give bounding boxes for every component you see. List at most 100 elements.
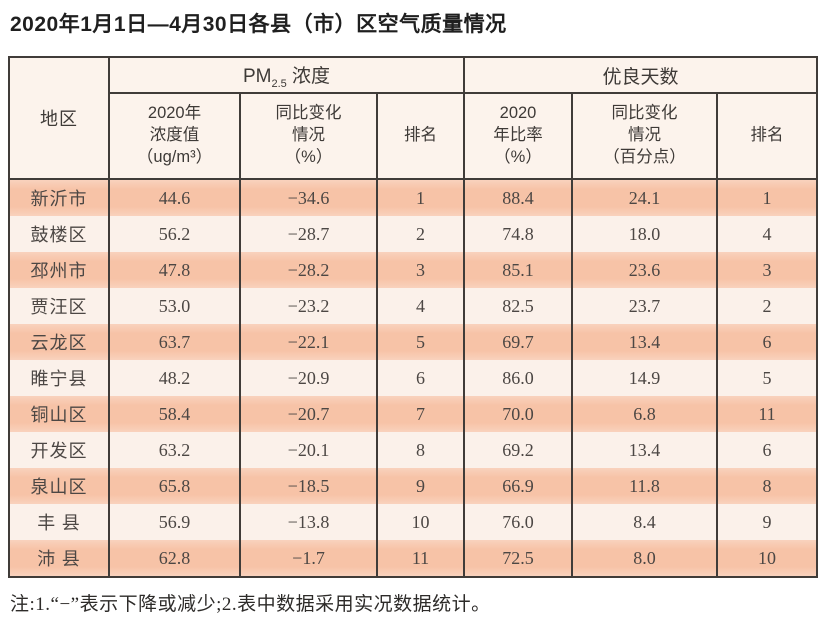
group-header-row: 地区 PM2.5 浓度 优良天数 bbox=[8, 57, 819, 180]
table-row: 泉山区 65.8 −18.5 9 66.9 11.8 8 bbox=[8, 468, 819, 504]
cell-pm-rank: 8 bbox=[375, 432, 466, 468]
cell-pm-value: 63.7 bbox=[108, 324, 241, 360]
header-pm-value: 2020年 浓度值 （ug/m³） bbox=[108, 93, 241, 180]
cell-pm-value: 63.2 bbox=[108, 432, 241, 468]
cell-pm-rank: 10 bbox=[375, 504, 466, 540]
cell-days-ratio: 82.5 bbox=[463, 288, 574, 324]
cell-days-ratio: 74.8 bbox=[463, 216, 574, 252]
cell-days-change: 11.8 bbox=[571, 468, 719, 504]
cell-region: 鼓楼区 bbox=[8, 216, 110, 252]
cell-days-change: 24.1 bbox=[571, 179, 719, 216]
cell-pm-change: −20.9 bbox=[239, 360, 378, 396]
cell-days-change: 13.4 bbox=[571, 324, 719, 360]
cell-pm-value: 53.0 bbox=[108, 288, 241, 324]
cell-pm-rank: 7 bbox=[375, 396, 466, 432]
cell-region: 沛 县 bbox=[8, 540, 110, 577]
cell-pm-change: −34.6 bbox=[239, 179, 378, 216]
cell-days-change: 14.9 bbox=[571, 360, 719, 396]
cell-pm-rank: 4 bbox=[375, 288, 466, 324]
header-days-rank: 排名 bbox=[716, 93, 819, 180]
header-days-change: 同比变化 情况 （百分点） bbox=[571, 93, 719, 180]
pm25-label-subscript: 2.5 bbox=[271, 77, 287, 90]
header-pm-change: 同比变化 情况 （%） bbox=[239, 93, 378, 180]
table-row: 睢宁县 48.2 −20.9 6 86.0 14.9 5 bbox=[8, 360, 819, 396]
cell-pm-change: −13.8 bbox=[239, 504, 378, 540]
cell-days-rank: 3 bbox=[716, 252, 819, 288]
cell-days-rank: 6 bbox=[716, 324, 819, 360]
cell-pm-value: 47.8 bbox=[108, 252, 241, 288]
cell-pm-rank: 11 bbox=[375, 540, 466, 577]
cell-days-change: 23.6 bbox=[571, 252, 719, 288]
cell-days-rank: 6 bbox=[716, 432, 819, 468]
table-body: 新沂市 44.6 −34.6 1 88.4 24.1 1 鼓楼区 56.2 −28.7 2 74.8 1… bbox=[8, 179, 819, 577]
cell-days-rank: 4 bbox=[716, 216, 819, 252]
cell-pm-change: −23.2 bbox=[239, 288, 378, 324]
cell-days-ratio: 70.0 bbox=[463, 396, 574, 432]
cell-region: 睢宁县 bbox=[8, 360, 110, 396]
cell-pm-value: 48.2 bbox=[108, 360, 241, 396]
cell-days-change: 8.0 bbox=[571, 540, 719, 577]
footnote: 注:1.“−”表示下降或减少;2.表中数据采用实况数据统计。 bbox=[10, 594, 491, 615]
cell-pm-change: −20.1 bbox=[239, 432, 378, 468]
table-row: 新沂市 44.6 −34.6 1 88.4 24.1 1 bbox=[8, 179, 819, 216]
cell-pm-rank: 3 bbox=[375, 252, 466, 288]
cell-days-rank: 1 bbox=[716, 179, 819, 216]
cell-days-ratio: 88.4 bbox=[463, 179, 574, 216]
table-row: 贾汪区 53.0 −23.2 4 82.5 23.7 2 bbox=[8, 288, 819, 324]
table-header: 地区 PM2.5 浓度 优良天数 2020年 浓度值 （ug/m³） 同比变化 … bbox=[8, 57, 819, 180]
cell-days-change: 13.4 bbox=[571, 432, 719, 468]
cell-days-ratio: 85.1 bbox=[463, 252, 574, 288]
cell-days-rank: 2 bbox=[716, 288, 819, 324]
air-quality-table: 地区 PM2.5 浓度 优良天数 2020年 浓度值 （ug/m³） 同比变化 … bbox=[8, 56, 819, 578]
cell-days-rank: 8 bbox=[716, 468, 819, 504]
cell-days-rank: 5 bbox=[716, 360, 819, 396]
cell-pm-change: −28.2 bbox=[239, 252, 378, 288]
cell-days-ratio: 72.5 bbox=[463, 540, 574, 577]
cell-pm-change: −28.7 bbox=[239, 216, 378, 252]
cell-days-ratio: 69.2 bbox=[463, 432, 574, 468]
pm25-label-prefix: PM bbox=[242, 65, 272, 87]
cell-days-change: 6.8 bbox=[571, 396, 719, 432]
cell-region: 铜山区 bbox=[8, 396, 110, 432]
table-row: 云龙区 63.7 −22.1 5 69.7 13.4 6 bbox=[8, 324, 819, 360]
table-row: 鼓楼区 56.2 −28.7 2 74.8 18.0 4 bbox=[8, 216, 819, 252]
header-region: 地区 bbox=[8, 57, 110, 180]
cell-region: 开发区 bbox=[8, 432, 110, 468]
cell-pm-value: 44.6 bbox=[108, 179, 241, 216]
table-row: 丰 县 56.9 −13.8 10 76.0 8.4 9 bbox=[8, 504, 819, 540]
table-row: 沛 县 62.8 −1.7 11 72.5 8.0 10 bbox=[8, 540, 819, 577]
cell-days-change: 23.7 bbox=[571, 288, 719, 324]
header-days-ratio: 2020 年比率 （%） bbox=[463, 93, 574, 180]
cell-pm-value: 56.9 bbox=[108, 504, 241, 540]
cell-region: 邳州市 bbox=[8, 252, 110, 288]
table-row: 邳州市 47.8 −28.2 3 85.1 23.6 3 bbox=[8, 252, 819, 288]
cell-days-change: 18.0 bbox=[571, 216, 719, 252]
cell-pm-value: 58.4 bbox=[108, 396, 241, 432]
header-pm25-group: PM2.5 浓度 bbox=[107, 57, 466, 94]
cell-pm-rank: 1 bbox=[375, 179, 466, 216]
cell-region: 泉山区 bbox=[8, 468, 110, 504]
header-pm-rank: 排名 bbox=[375, 93, 466, 180]
cell-pm-value: 56.2 bbox=[108, 216, 241, 252]
cell-pm-rank: 2 bbox=[375, 216, 466, 252]
cell-days-rank: 9 bbox=[716, 504, 819, 540]
cell-days-rank: 11 bbox=[716, 396, 819, 432]
cell-pm-rank: 6 bbox=[375, 360, 466, 396]
sub-header-row: 2020年 浓度值 （ug/m³） 同比变化 情况 （%） 排名 2020 年比… bbox=[9, 93, 819, 180]
cell-region: 贾汪区 bbox=[8, 288, 110, 324]
cell-days-rank: 10 bbox=[716, 540, 819, 577]
cell-pm-change: −1.7 bbox=[239, 540, 378, 577]
page-title: 2020年1月1日—4月30日各县（市）区空气质量情况 bbox=[10, 13, 507, 36]
cell-days-ratio: 76.0 bbox=[463, 504, 574, 540]
pm25-label-suffix: 浓度 bbox=[286, 65, 331, 87]
cell-pm-rank: 5 bbox=[375, 324, 466, 360]
cell-pm-change: −18.5 bbox=[239, 468, 378, 504]
cell-days-change: 8.4 bbox=[571, 504, 719, 540]
header-good-days-group: 优良天数 bbox=[463, 57, 819, 94]
cell-days-ratio: 86.0 bbox=[463, 360, 574, 396]
cell-pm-change: −22.1 bbox=[239, 324, 378, 360]
cell-region: 新沂市 bbox=[8, 179, 110, 216]
cell-pm-value: 62.8 bbox=[108, 540, 241, 577]
table-row: 开发区 63.2 −20.1 8 69.2 13.4 6 bbox=[8, 432, 819, 468]
